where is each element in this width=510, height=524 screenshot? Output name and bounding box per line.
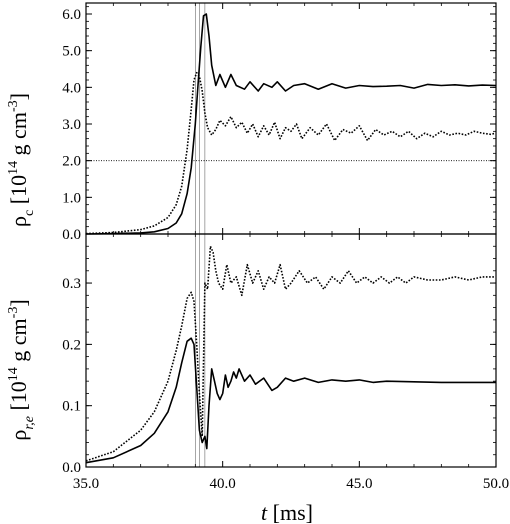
top-ylabel: ρc [1014 g cm-3] xyxy=(6,93,37,227)
top-panel: 0.0 1.0 2.0 3.0 4.0 5.0 6.0 xyxy=(62,2,497,243)
bottom-ylabel-unit: g cm xyxy=(6,318,31,361)
xtick-label: 35.0 xyxy=(73,476,99,492)
top-ylabel-unit: g cm xyxy=(6,112,31,155)
top-series-solid xyxy=(85,13,497,235)
xlabel-italic: t xyxy=(261,500,268,524)
bottom-ylabel: ρr,e [1014 g cm-3] xyxy=(6,299,37,440)
top-ytick-label: 1.0 xyxy=(62,190,81,206)
xtick-label: 50.0 xyxy=(483,476,509,492)
bottom-ytick-label: 0.2 xyxy=(62,337,81,353)
bottom-ytick-label: 0.1 xyxy=(62,399,81,415)
top-frame xyxy=(85,2,497,235)
bottom-ylabel-rest: [10 xyxy=(6,381,31,410)
bottom-frame xyxy=(85,233,497,468)
top-ylabel-sub: c xyxy=(22,210,37,216)
xlabel: t [ms] xyxy=(261,500,313,524)
top-ylabel-unit-exp: -3 xyxy=(6,100,21,112)
top-ytick-label: 3.0 xyxy=(62,117,81,133)
bottom-series-dotted xyxy=(85,245,496,462)
bottom-ytick-label: 0.3 xyxy=(62,276,81,292)
reference-vlines xyxy=(195,3,206,467)
bottom-ylabel-exp: 14 xyxy=(6,367,21,381)
bottom-ytick-label: 0.0 xyxy=(62,460,81,476)
bottom-ylabel-unit-exp: -3 xyxy=(6,307,21,319)
bottom-ylabel-sub: r,e xyxy=(22,416,37,430)
xtick-label: 40.0 xyxy=(210,476,236,492)
top-ytick-label: 2.0 xyxy=(62,154,81,170)
top-ytick-label: 0.0 xyxy=(62,227,81,243)
top-ylabel-rest: [10 xyxy=(6,175,31,204)
bottom-panel: 0.0 0.1 0.2 0.3 35.0 40.0 45.0 50.0 xyxy=(62,233,509,492)
top-series-dotted xyxy=(85,71,497,235)
top-ylabel-exp: 14 xyxy=(6,161,21,175)
top-ytick-label: 6.0 xyxy=(62,7,81,23)
top-ytick-label: 5.0 xyxy=(62,44,81,60)
top-ytick-label: 4.0 xyxy=(62,80,81,96)
top-ylabel-main: ρ xyxy=(6,216,31,227)
bottom-series-solid xyxy=(85,337,496,464)
xlabel-rest: [ms] xyxy=(273,500,313,524)
bottom-ylabel-main: ρ xyxy=(6,430,31,441)
xtick-label: 45.0 xyxy=(346,476,372,492)
